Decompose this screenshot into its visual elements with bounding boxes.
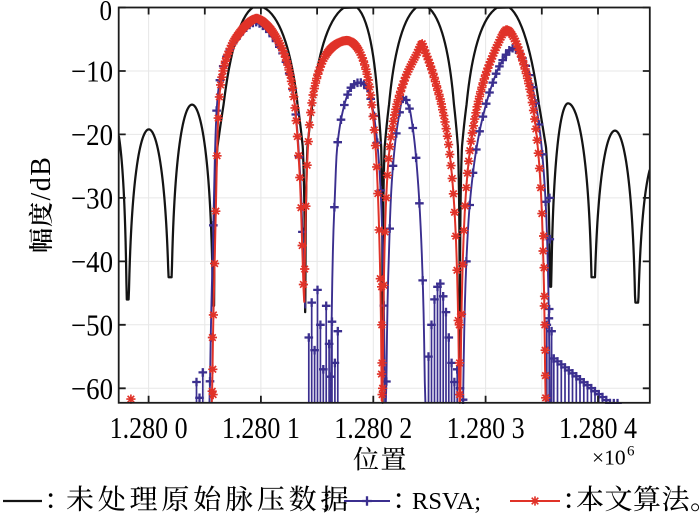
svg-text:1.280 0: 1.280 0 (110, 411, 188, 445)
svg-text:1.280 3: 1.280 3 (447, 411, 525, 445)
svg-text:1.280 1: 1.280 1 (222, 411, 300, 445)
svg-text:−40: −40 (71, 245, 113, 279)
svg-text:1.280 4: 1.280 4 (559, 411, 637, 445)
svg-text:1.280 2: 1.280 2 (334, 411, 412, 445)
svg-text:/dB: /dB (26, 156, 57, 201)
svg-text:RSVA;: RSVA; (412, 488, 481, 515)
svg-text:−20: −20 (71, 118, 113, 152)
svg-text:−50: −50 (71, 308, 113, 342)
svg-text:×10: ×10 (592, 446, 626, 470)
svg-text:−10: −10 (71, 54, 113, 88)
svg-text:−30: −30 (71, 181, 113, 215)
svg-text:−60: −60 (71, 372, 113, 406)
svg-text:6: 6 (627, 444, 635, 460)
svg-text:0: 0 (100, 0, 113, 27)
